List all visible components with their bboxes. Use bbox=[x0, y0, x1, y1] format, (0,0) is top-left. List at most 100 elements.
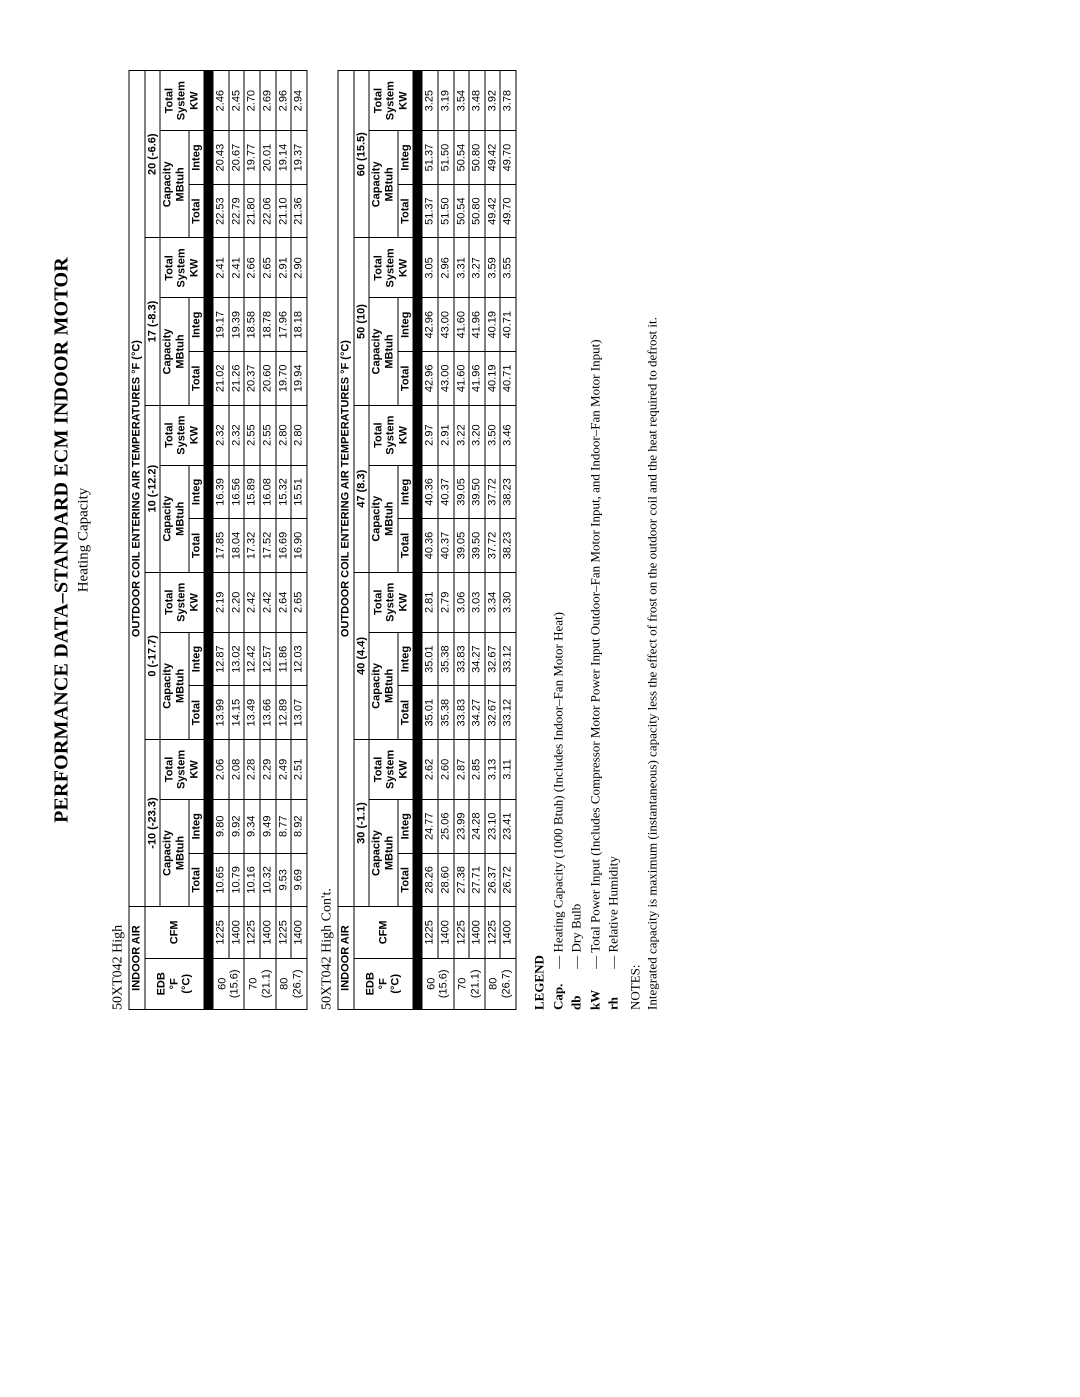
value-cell: 35.38 bbox=[437, 632, 453, 686]
subcap-0-0: Total bbox=[397, 853, 413, 907]
value-cell: 42.96 bbox=[422, 352, 438, 406]
subcap-1-0: Total bbox=[188, 686, 204, 740]
value-cell: 35.38 bbox=[437, 686, 453, 740]
value-cell: 37.72 bbox=[484, 519, 500, 573]
value-cell: 18.18 bbox=[291, 298, 307, 352]
value-cell: 41.60 bbox=[453, 298, 469, 352]
value-cell: 2.91 bbox=[275, 238, 291, 298]
value-cell: 3.31 bbox=[453, 238, 469, 298]
legend-line: Cap. — Heating Capacity (1000 Btuh) (Inc… bbox=[549, 70, 567, 1010]
value-cell: 2.55 bbox=[244, 405, 260, 465]
value-cell: 18.78 bbox=[260, 298, 276, 352]
value-cell: 12.03 bbox=[291, 632, 307, 686]
cap-label-1: CapacityMBtuh bbox=[369, 632, 397, 739]
edb-header: EDB°F(°C) bbox=[353, 958, 413, 1009]
kw-label-3: TotalSystemKW bbox=[160, 238, 204, 298]
table-row: 60(15.6)122510.659.802.0613.9912.872.191… bbox=[213, 71, 229, 1010]
value-cell: 21.10 bbox=[275, 184, 291, 238]
cfm-cell: 1400 bbox=[500, 907, 516, 958]
value-cell: 39.05 bbox=[453, 519, 469, 573]
value-cell: 17.32 bbox=[244, 519, 260, 573]
value-cell: 15.89 bbox=[244, 465, 260, 519]
value-cell: 2.32 bbox=[228, 405, 244, 465]
value-cell: 3.25 bbox=[422, 71, 438, 131]
value-cell: 2.32 bbox=[213, 405, 229, 465]
edb-cell: 60(15.6) bbox=[213, 958, 244, 1009]
cap-label-4: CapacityMBtuh bbox=[369, 131, 397, 238]
table-row: 80(26.7)12259.538.772.4912.8911.862.6416… bbox=[275, 71, 291, 1010]
temp-group-1: 40 (4.4) bbox=[353, 572, 369, 739]
value-cell: 26.72 bbox=[500, 853, 516, 907]
value-cell: 27.38 bbox=[453, 853, 469, 907]
subcap-0-0: Total bbox=[188, 853, 204, 907]
value-cell: 18.58 bbox=[244, 298, 260, 352]
value-cell: 2.49 bbox=[275, 739, 291, 799]
value-cell: 9.92 bbox=[228, 799, 244, 853]
value-cell: 2.29 bbox=[260, 739, 276, 799]
value-cell: 20.43 bbox=[213, 131, 229, 185]
legend-text: Heating Capacity (1000 Btuh) (Includes I… bbox=[550, 612, 565, 952]
value-cell: 23.10 bbox=[484, 799, 500, 853]
edb-cell: 80(26.7) bbox=[275, 958, 306, 1009]
cfm-cell: 1225 bbox=[213, 907, 229, 958]
value-cell: 2.87 bbox=[453, 739, 469, 799]
value-cell: 22.06 bbox=[260, 184, 276, 238]
value-cell: 21.02 bbox=[213, 352, 229, 406]
value-cell: 20.01 bbox=[260, 131, 276, 185]
value-cell: 51.50 bbox=[437, 131, 453, 185]
value-cell: 3.50 bbox=[484, 405, 500, 465]
table2-container: INDOOR AIROUTDOOR COIL ENTERING AIR TEMP… bbox=[337, 70, 516, 1010]
subcap-3-0: Total bbox=[397, 352, 413, 406]
page-subtitle: Heating Capacity bbox=[75, 70, 92, 1010]
value-cell: 23.41 bbox=[500, 799, 516, 853]
value-cell: 2.42 bbox=[260, 572, 276, 632]
value-cell: 21.26 bbox=[228, 352, 244, 406]
value-cell: 2.85 bbox=[469, 739, 485, 799]
temp-group-1: 0 (-17.7) bbox=[144, 572, 160, 739]
value-cell: 50.54 bbox=[453, 184, 469, 238]
cfm-cell: 1225 bbox=[244, 907, 260, 958]
legend-lines: Cap. — Heating Capacity (1000 Btuh) (Inc… bbox=[549, 70, 622, 1010]
value-cell: 10.32 bbox=[260, 853, 276, 907]
value-cell: 2.19 bbox=[213, 572, 229, 632]
value-cell: 25.06 bbox=[437, 799, 453, 853]
value-cell: 8.92 bbox=[291, 799, 307, 853]
table-row: 60(15.6)122528.2624.772.6235.0135.012.81… bbox=[422, 71, 438, 1010]
value-cell: 3.48 bbox=[469, 71, 485, 131]
value-cell: 17.96 bbox=[275, 298, 291, 352]
kw-label-2: TotalSystemKW bbox=[369, 405, 413, 465]
value-cell: 21.80 bbox=[244, 184, 260, 238]
value-cell: 2.94 bbox=[291, 71, 307, 131]
value-cell: 38.23 bbox=[500, 465, 516, 519]
value-cell: 9.34 bbox=[244, 799, 260, 853]
kw-label-4: TotalSystemKW bbox=[369, 71, 413, 131]
table-row: 80(26.7)122526.3723.103.1332.6732.673.34… bbox=[484, 71, 500, 1010]
value-cell: 15.51 bbox=[291, 465, 307, 519]
value-cell: 3.92 bbox=[484, 71, 500, 131]
value-cell: 19.77 bbox=[244, 131, 260, 185]
legend-text: Total Power Input (Includes Compressor M… bbox=[587, 339, 602, 952]
legend-line: rh — Relative Humidity bbox=[604, 70, 622, 1010]
value-cell: 40.19 bbox=[484, 352, 500, 406]
value-cell: 2.42 bbox=[244, 572, 260, 632]
table-row: 14009.698.922.5113.0712.032.6516.9015.51… bbox=[291, 71, 307, 1010]
value-cell: 2.06 bbox=[213, 739, 229, 799]
subcap-1-1: Integ bbox=[188, 632, 204, 686]
value-cell: 10.79 bbox=[228, 853, 244, 907]
value-cell: 20.37 bbox=[244, 352, 260, 406]
value-cell: 2.41 bbox=[213, 238, 229, 298]
legend-line: db — Dry Bulb bbox=[567, 70, 585, 1010]
value-cell: 2.91 bbox=[437, 405, 453, 465]
temp-group-0: -10 (-23.3) bbox=[144, 739, 160, 906]
temp-group-3: 50 (10) bbox=[353, 238, 369, 405]
value-cell: 3.30 bbox=[500, 572, 516, 632]
value-cell: 39.50 bbox=[469, 465, 485, 519]
temp-group-3: 17 (-8.3) bbox=[144, 238, 160, 405]
cfm-cell: 1400 bbox=[228, 907, 244, 958]
value-cell: 35.01 bbox=[422, 686, 438, 740]
value-cell: 2.64 bbox=[275, 572, 291, 632]
value-cell: 51.37 bbox=[422, 184, 438, 238]
value-cell: 10.16 bbox=[244, 853, 260, 907]
value-cell: 50.54 bbox=[453, 131, 469, 185]
subcap-4-1: Integ bbox=[188, 131, 204, 185]
